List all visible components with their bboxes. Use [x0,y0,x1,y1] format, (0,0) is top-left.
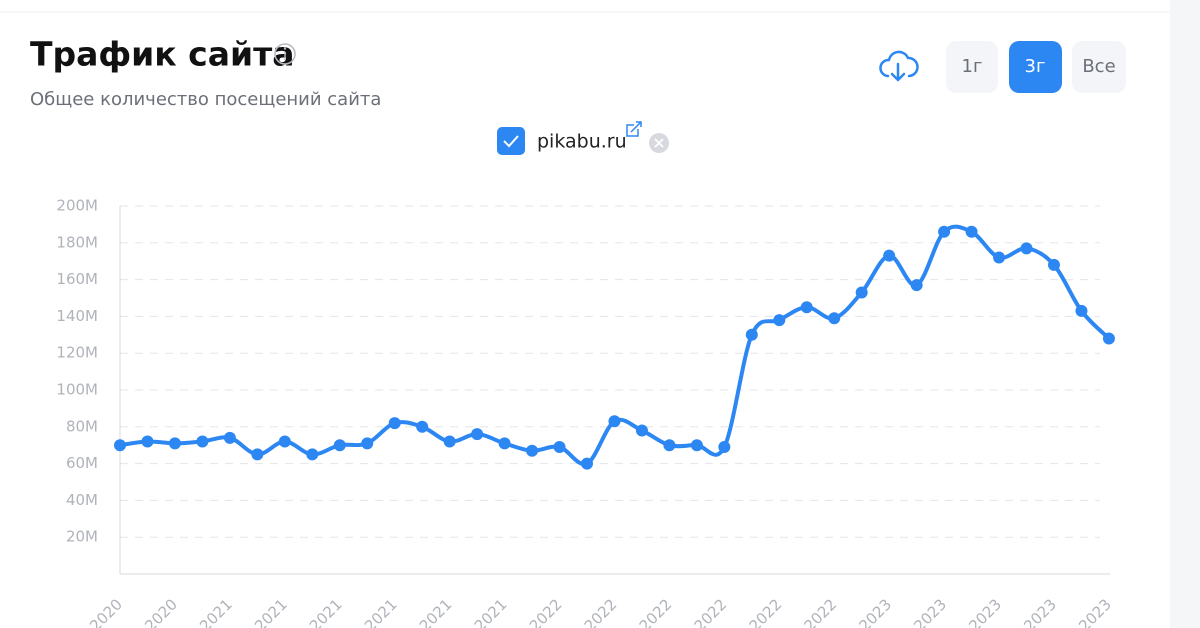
x-tick-label: 2021 [361,595,401,628]
y-tick-label: 60M [66,454,98,472]
data-point [498,437,511,450]
data-point [553,441,566,454]
data-point [526,444,539,457]
data-point [910,279,923,292]
x-tick-label: 2023 [965,595,1005,628]
data-point [608,415,621,428]
y-tick-label: 100M [56,381,98,399]
y-tick-label: 40M [66,491,98,509]
x-tick-label: 2020 [86,595,126,628]
data-point [471,428,484,441]
check-mark [503,135,519,148]
y-tick-label: 80M [66,417,98,435]
x-tick-label: 2021 [196,595,236,628]
data-point [663,439,676,452]
data-point [828,312,841,325]
range-button-label[interactable]: 3г [1025,56,1046,77]
x-tick-label: 2023 [1020,595,1060,628]
x-tick-label: 2022 [800,595,840,628]
side-strip [1170,0,1200,628]
data-point [251,448,264,461]
data-point [580,457,593,470]
data-point [361,437,374,450]
data-point [938,225,951,238]
x-tick-label: 2022 [581,595,621,628]
data-point [1020,242,1033,255]
x-tick-label: 2021 [251,595,291,628]
x-tick-label: 2022 [636,595,676,628]
y-tick-label: 140M [56,307,98,325]
info-icon[interactable] [274,43,296,65]
x-tick-label: 2023 [1075,595,1115,628]
data-point [196,435,209,448]
data-point [306,448,319,461]
x-tick-label: 2023 [910,595,950,628]
data-point [718,441,731,454]
data-point [993,251,1006,264]
range-button-label[interactable]: 1г [962,56,983,77]
x-tick-label: 2023 [855,595,895,628]
download-icon[interactable] [879,50,919,82]
data-point [855,286,868,299]
data-point [883,249,896,262]
x-tick-label: 2021 [306,595,346,628]
data-point [333,439,346,452]
y-tick-label: 180M [56,233,98,251]
data-point [1047,258,1060,271]
data-point [745,328,758,341]
data-point [141,435,154,448]
x-tick-label: 2022 [526,595,566,628]
range-button[interactable] [946,41,998,93]
external-link-icon[interactable] [626,121,642,137]
legend-label: pikabu.ru [537,131,627,153]
y-tick-label: 200M [56,197,98,215]
x-tick-label: 2020 [141,595,181,628]
data-point [114,439,126,452]
data-point [690,439,703,452]
data-point [223,431,236,444]
series-line [119,224,1111,467]
data-point [1102,332,1115,345]
x-tick-label: 2022 [691,595,731,628]
data-point [773,314,786,327]
data-point [168,437,181,450]
remove-icon[interactable] [649,133,669,153]
range-button-active[interactable] [1009,41,1062,93]
range-button[interactable] [1072,41,1126,93]
y-tick-label: 20M [66,528,98,546]
data-point [443,435,456,448]
x-tick-label: 2021 [471,595,511,628]
y-tick-label: 120M [56,344,98,362]
y-tick-label: 160M [56,270,98,288]
data-point [635,424,648,437]
data-point [416,420,429,433]
subtitle: Общее количество посещений сайта [30,89,381,110]
data-point [388,417,401,430]
range-button-label[interactable]: Все [1082,56,1115,77]
data-point [278,435,291,448]
data-point [965,225,978,238]
title: Трафик сайта [30,35,295,74]
x-tick-label: 2021 [416,595,456,628]
data-point [1075,304,1088,317]
x-tick-label: 2022 [746,595,786,628]
data-point [800,301,813,314]
legend-checkbox[interactable] [497,127,525,155]
